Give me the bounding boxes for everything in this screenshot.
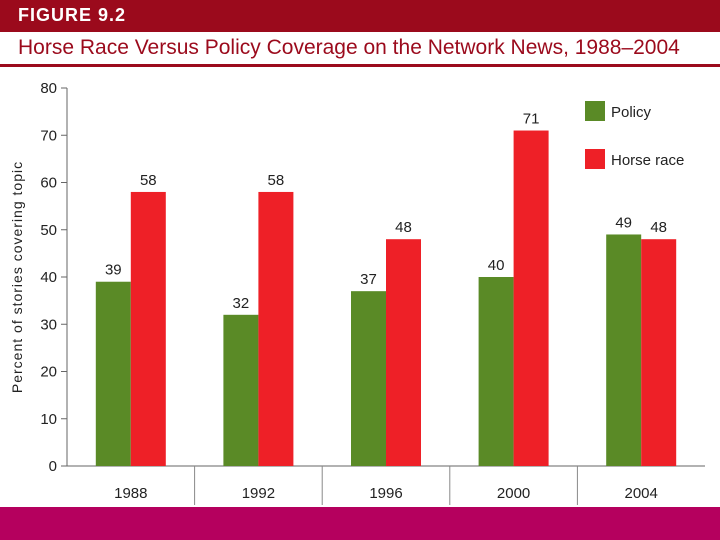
x-tick-label: 1988 <box>114 485 147 502</box>
y-tick-label: 30 <box>40 316 57 333</box>
legend-label-policy: Policy <box>611 104 652 121</box>
x-tick-label: 1992 <box>242 485 275 502</box>
legend-swatch-policy <box>585 101 605 121</box>
bar-horse-race <box>513 130 549 466</box>
bar-policy <box>223 314 259 466</box>
y-tick-label: 10 <box>40 411 57 428</box>
bar-policy <box>351 291 386 466</box>
bar-horse-race <box>641 239 677 466</box>
x-tick-label: 2000 <box>497 485 530 502</box>
x-tick-label: 1996 <box>369 485 402 502</box>
bar-horse-race <box>258 191 294 466</box>
data-label: 37 <box>360 271 377 288</box>
figure-title: Horse Race Versus Policy Coverage on the… <box>18 36 680 59</box>
bottom-band <box>0 507 720 540</box>
x-tick-label: 2004 <box>625 485 658 502</box>
bar-chart: 0 10 20 30 40 50 60 70 80 Percent of stories cove… <box>9 80 705 505</box>
y-tick-label: 70 <box>40 127 57 144</box>
bar-horse-race <box>386 239 421 466</box>
chart-axes: 0 10 20 30 40 50 60 70 80 Percent of stories cove… <box>9 80 705 505</box>
data-label: 49 <box>615 214 632 231</box>
legend-swatch-horse-race <box>585 149 605 169</box>
data-label: 48 <box>650 219 667 236</box>
data-label: 71 <box>523 111 540 128</box>
y-tick-label: 20 <box>40 364 57 381</box>
bar-policy <box>95 281 131 466</box>
bar-horse-race <box>130 191 166 466</box>
chart-legend: Policy Horse race <box>585 101 684 169</box>
data-label: 58 <box>140 172 157 189</box>
data-label: 48 <box>395 219 412 236</box>
chart-labels: 39 58 32 58 37 48 40 71 49 48 <box>105 111 667 312</box>
y-tick-label: 40 <box>40 269 57 286</box>
y-tick-label: 80 <box>40 80 57 97</box>
title-divider <box>0 64 720 67</box>
data-label: 32 <box>233 295 250 312</box>
data-label: 40 <box>488 257 505 274</box>
y-tick-label: 0 <box>49 458 57 475</box>
y-tick-label: 60 <box>40 175 57 192</box>
bar-policy <box>478 277 514 466</box>
data-label: 58 <box>268 172 285 189</box>
figure-header-bar: FIGURE 9.2 <box>0 0 720 32</box>
figure-label: FIGURE 9.2 <box>18 5 127 25</box>
data-label: 39 <box>105 262 122 279</box>
bar-policy <box>606 234 642 466</box>
y-tick-label: 50 <box>40 222 57 239</box>
y-axis-title: Percent of stories covering topic <box>9 161 25 393</box>
legend-label-horse-race: Horse race <box>611 152 684 169</box>
chart-bars <box>95 130 677 466</box>
